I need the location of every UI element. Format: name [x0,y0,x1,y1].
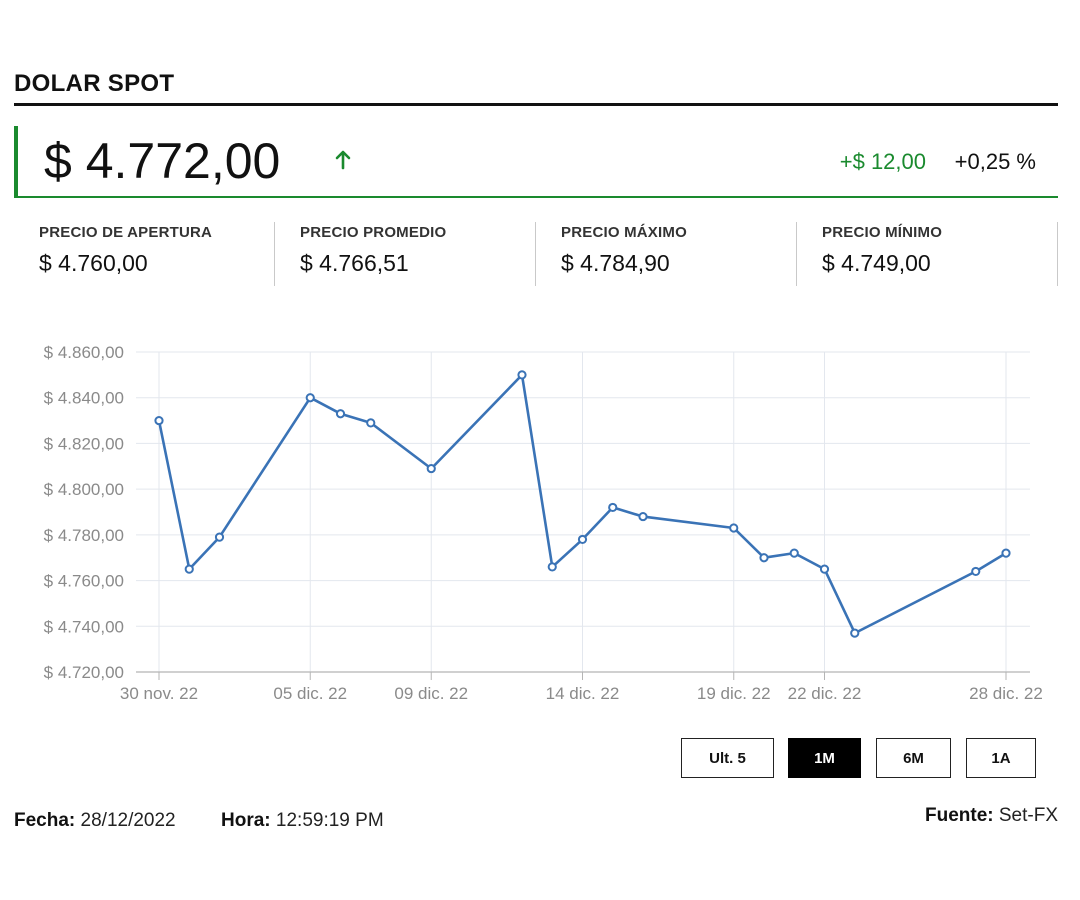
stat-label: PRECIO PROMEDIO [300,224,447,241]
x-tick-label: 22 dic. 22 [788,684,862,703]
stat-maximum: PRECIO MÁXIMO $ 4.784,90 [536,222,797,286]
stat-minimum: PRECIO MÍNIMO $ 4.749,00 [797,222,1058,286]
stat-value: $ 4.784,90 [561,250,670,276]
stat-average: PRECIO PROMEDIO $ 4.766,51 [275,222,536,286]
data-point [335,409,346,419]
data-point [184,564,194,574]
stat-opening: PRECIO DE APERTURA $ 4.760,00 [14,222,275,286]
x-tick-label: 19 dic. 22 [697,684,771,703]
source-label: Fuente: [924,805,994,826]
x-tick-label: 30 nov. 22 [120,684,198,703]
data-point [971,566,981,577]
stat-value: $ 4.766,51 [300,250,409,276]
range-button-6m[interactable]: 6M [876,738,951,778]
stat-label: PRECIO MÁXIMO [561,224,687,241]
current-price: $ 4.772,00 [44,133,281,189]
stat-value: $ 4.760,00 [39,250,148,276]
x-tick-label: 09 dic. 22 [394,684,468,703]
stat-value: $ 4.749,00 [822,250,931,276]
y-tick-label: $ 4.780,00 [44,526,124,545]
data-point [426,463,436,474]
data-point [547,562,557,572]
range-button-1m[interactable]: 1M [788,738,861,778]
stat-label: PRECIO MÍNIMO [822,224,943,241]
data-point [729,523,739,533]
data-point [305,393,315,403]
page-title: DOLAR SPOT [14,70,175,97]
y-tick-label: $ 4.860,00 [44,343,124,362]
data-point [517,370,527,380]
data-point [789,548,799,558]
range-button-1a[interactable]: 1A [966,738,1036,778]
source-value: Set-FX [998,805,1058,826]
y-tick-label: $ 4.820,00 [44,434,124,453]
x-tick-label: 05 dic. 22 [273,684,347,703]
data-point [214,532,225,542]
range-button-last-5[interactable]: Ult. 5 [681,738,774,778]
time-info: Hora: 12:59:19 PM [221,810,384,832]
data-point [154,415,164,426]
y-tick-label: $ 4.840,00 [44,389,124,408]
time-label: Hora: [221,810,271,831]
data-point [819,564,830,574]
y-tick-label: $ 4.760,00 [44,572,124,591]
time-value: 12:59:19 PM [275,810,384,831]
price-line-chart: $ 4.720,00 $ 4.740,00 $ 4.760,00 $ 4.780,00… [44,343,1043,703]
data-point [759,553,769,563]
x-tick-label: 14 dic. 22 [546,684,620,703]
y-tick-label: $ 4.800,00 [44,480,124,499]
y-tick-label: $ 4.720,00 [44,663,124,682]
source-info: Fuente: Set-FX [925,805,1058,827]
date-value: 28/12/2022 [80,810,176,831]
data-point [577,534,588,545]
x-tick-label: 28 dic. 22 [969,684,1043,703]
data-point [366,418,376,428]
data-point [850,628,860,638]
data-point [638,511,648,522]
price-panel: $ 4.772,00 +$ 12,00 +0,25 % [14,126,1058,198]
date-label: Fecha: [14,810,76,831]
date-info: Fecha: 28/12/2022 [14,810,176,832]
price-change-percent: +0,25 % [954,149,1036,174]
data-point [608,502,618,513]
data-point [1001,548,1011,558]
price-stats: PRECIO DE APERTURA $ 4.760,00 PRECIO PRO… [14,222,1058,286]
title-divider [14,103,1058,106]
price-change-absolute: +$ 12,00 [839,149,926,174]
arrow-up-icon [335,150,351,170]
y-tick-label: $ 4.740,00 [44,617,124,636]
stat-label: PRECIO DE APERTURA [39,224,213,241]
